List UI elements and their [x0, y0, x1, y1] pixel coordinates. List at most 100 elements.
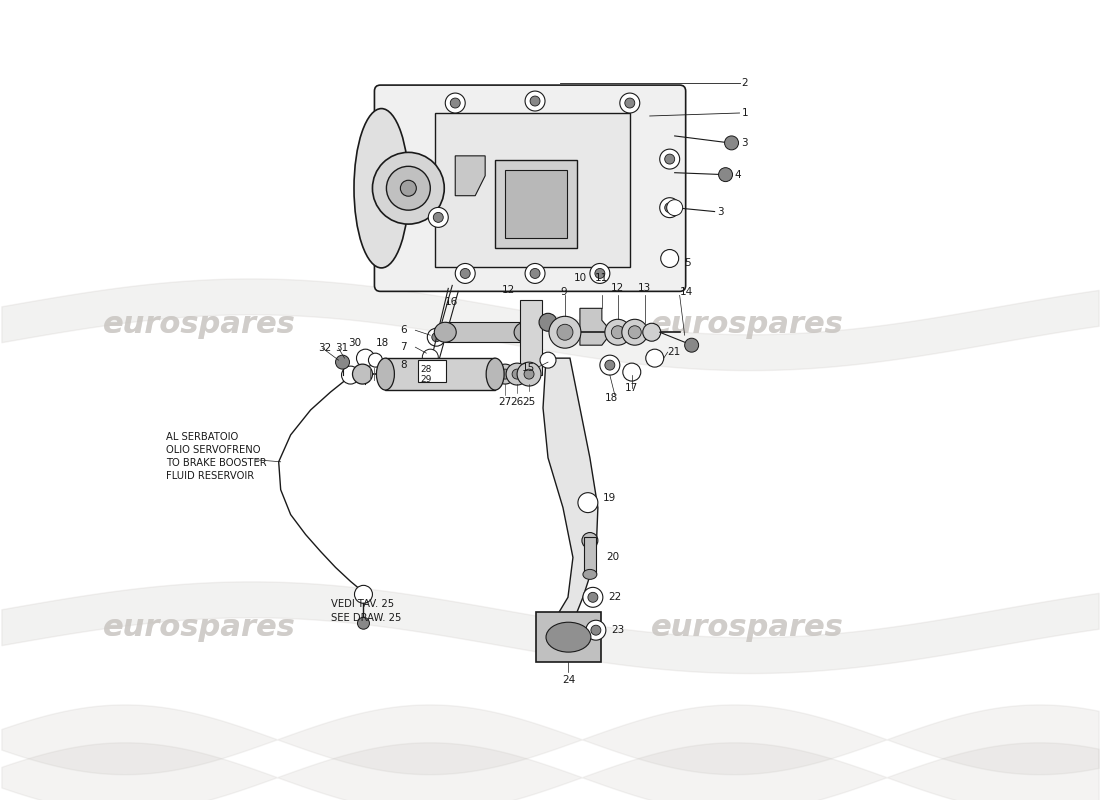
Circle shape [426, 367, 441, 383]
Circle shape [524, 369, 534, 379]
Circle shape [600, 355, 619, 375]
Text: 23: 23 [610, 625, 624, 635]
Text: 21: 21 [668, 347, 681, 357]
Text: 29: 29 [420, 374, 431, 383]
Bar [418, 360, 447, 382]
Text: 8: 8 [400, 360, 407, 370]
Circle shape [664, 154, 674, 164]
Circle shape [460, 269, 470, 278]
Text: 16: 16 [446, 298, 459, 307]
Text: 26: 26 [510, 397, 524, 407]
Circle shape [432, 333, 441, 342]
Circle shape [530, 269, 540, 278]
Circle shape [525, 91, 544, 111]
Circle shape [422, 349, 438, 365]
Circle shape [661, 250, 679, 267]
Text: 13: 13 [638, 283, 651, 294]
Text: 19: 19 [603, 493, 616, 502]
Text: 1: 1 [741, 108, 748, 118]
Circle shape [549, 316, 581, 348]
Circle shape [725, 136, 738, 150]
Circle shape [660, 149, 680, 169]
Circle shape [621, 319, 648, 345]
Text: 14: 14 [680, 287, 693, 298]
Polygon shape [580, 308, 612, 345]
Bar [536, 612, 601, 662]
Circle shape [557, 324, 573, 340]
Circle shape [623, 363, 641, 381]
Circle shape [500, 369, 510, 379]
Text: 6: 6 [400, 326, 407, 335]
Text: 27: 27 [498, 397, 512, 407]
Circle shape [450, 98, 460, 108]
Text: 2: 2 [741, 78, 748, 88]
Bar [385, 358, 495, 390]
Circle shape [373, 152, 444, 224]
Circle shape [386, 166, 430, 210]
Circle shape [525, 263, 544, 283]
Text: 3: 3 [717, 206, 724, 217]
Bar [436, 113, 630, 267]
Text: 18: 18 [375, 338, 388, 348]
Circle shape [336, 355, 350, 369]
Circle shape [578, 493, 598, 513]
Circle shape [591, 626, 601, 635]
Circle shape [667, 200, 683, 216]
Circle shape [628, 326, 641, 338]
Text: eurospares: eurospares [651, 310, 844, 338]
Circle shape [433, 213, 443, 222]
Ellipse shape [546, 622, 591, 652]
Text: AL SERBATOIO
OLIO SERVOFRENO
TO BRAKE BOOSTER
FLUID RESERVOIR: AL SERBATOIO OLIO SERVOFRENO TO BRAKE BO… [166, 432, 266, 482]
Circle shape [495, 364, 515, 384]
Text: 12: 12 [612, 283, 625, 294]
Text: 5: 5 [684, 258, 691, 269]
Bar [505, 170, 566, 238]
Circle shape [605, 360, 615, 370]
Circle shape [354, 586, 373, 603]
Text: 9: 9 [560, 287, 566, 298]
Circle shape [718, 168, 733, 182]
Circle shape [427, 328, 446, 346]
Circle shape [619, 93, 640, 113]
Bar [520, 300, 542, 375]
Circle shape [358, 618, 370, 630]
Circle shape [368, 353, 383, 367]
Circle shape [646, 349, 663, 367]
Circle shape [605, 319, 630, 345]
Text: 32: 32 [319, 343, 332, 353]
Circle shape [684, 338, 699, 352]
Circle shape [664, 202, 674, 213]
Text: eurospares: eurospares [102, 613, 295, 642]
Circle shape [582, 533, 598, 549]
Text: 24: 24 [562, 675, 575, 685]
Bar [584, 537, 596, 574]
Text: 28: 28 [420, 365, 431, 374]
Text: 15: 15 [522, 363, 536, 373]
Text: VEDI TAV. 25
SEE DRAW. 25: VEDI TAV. 25 SEE DRAW. 25 [331, 599, 400, 622]
Text: 17: 17 [625, 383, 638, 393]
Circle shape [506, 363, 528, 385]
Bar [495, 160, 576, 247]
Circle shape [595, 269, 605, 278]
Text: 25: 25 [522, 397, 536, 407]
Text: eurospares: eurospares [102, 310, 295, 338]
Polygon shape [543, 358, 598, 622]
Ellipse shape [486, 358, 504, 390]
Circle shape [455, 263, 475, 283]
Polygon shape [455, 156, 485, 196]
Ellipse shape [514, 322, 536, 342]
Circle shape [428, 207, 449, 227]
Text: 11: 11 [595, 274, 608, 283]
Circle shape [590, 263, 609, 283]
Circle shape [352, 364, 373, 384]
Text: 30: 30 [349, 338, 362, 348]
Circle shape [446, 93, 465, 113]
Text: 3: 3 [741, 138, 748, 148]
Ellipse shape [583, 570, 597, 579]
Circle shape [341, 366, 360, 384]
Circle shape [583, 587, 603, 607]
Text: eurospares: eurospares [651, 613, 844, 642]
Circle shape [586, 620, 606, 640]
Text: 22: 22 [608, 592, 622, 602]
Text: 20: 20 [606, 553, 619, 562]
